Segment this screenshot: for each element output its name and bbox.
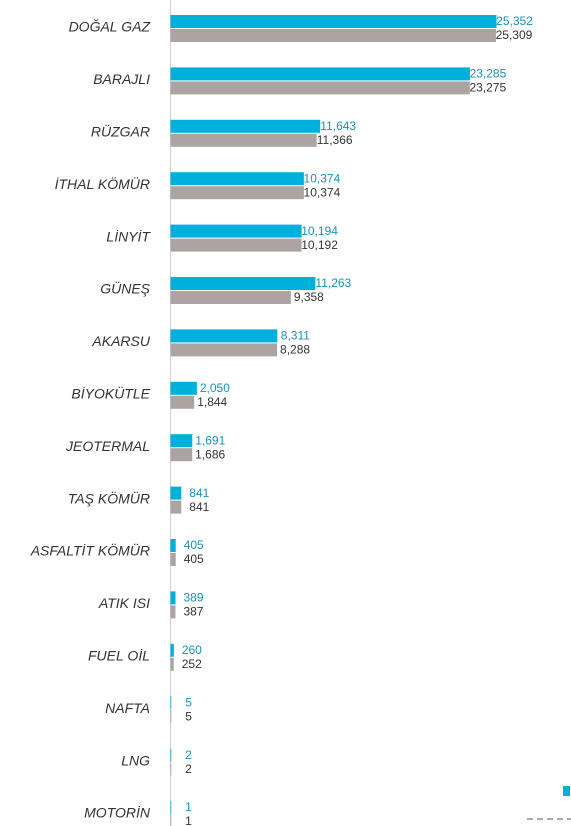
value-label: 1 <box>185 814 192 826</box>
bar <box>170 172 304 186</box>
value-label: 1 <box>185 800 192 814</box>
bar <box>170 224 302 238</box>
bar <box>170 133 317 147</box>
bar <box>170 81 470 95</box>
value-label: 389 <box>183 591 203 605</box>
bar <box>170 238 302 252</box>
value-label: 1,686 <box>195 447 225 461</box>
value-label: 11,366 <box>317 133 353 147</box>
bar <box>170 696 172 710</box>
bar <box>170 748 172 762</box>
bar <box>170 434 193 448</box>
value-label: 387 <box>183 605 203 619</box>
bar <box>170 381 197 395</box>
category-label: ASFALTİT KÖMÜR <box>30 542 150 559</box>
value-label: 405 <box>184 552 204 566</box>
category-label: BARAJLI <box>93 71 150 87</box>
value-label: 5 <box>185 695 192 709</box>
bar <box>170 762 172 776</box>
bar <box>170 815 172 826</box>
value-label: 841 <box>189 500 209 514</box>
value-label: 25,309 <box>496 28 533 42</box>
category-label: JEOTERMAL <box>65 438 150 454</box>
legend-fragment <box>563 786 570 796</box>
value-label: 11,263 <box>315 276 351 290</box>
value-label: 9,358 <box>294 290 324 304</box>
bar <box>170 67 470 81</box>
bar <box>170 329 278 343</box>
category-label: LİNYİT <box>106 228 151 244</box>
value-label: 2,050 <box>200 381 230 395</box>
bar <box>170 539 176 552</box>
bar <box>170 657 174 671</box>
value-label: 260 <box>182 643 202 657</box>
category-label: FUEL OİL <box>88 648 150 664</box>
value-label: 8,288 <box>280 343 310 357</box>
bar <box>170 553 176 566</box>
bar <box>170 343 278 357</box>
value-label: 25,352 <box>496 14 533 28</box>
category-label: BİYOKÜTLE <box>71 385 150 402</box>
value-label: 1,691 <box>195 433 225 447</box>
bar <box>170 486 182 500</box>
category-label: İTHAL KÖMÜR <box>55 175 150 192</box>
value-label: 8,311 <box>281 329 310 343</box>
category-label: LNG <box>121 752 150 768</box>
value-label: 23,275 <box>469 81 506 95</box>
bar <box>170 448 193 462</box>
bar <box>170 591 176 605</box>
value-label: 10,194 <box>301 224 338 238</box>
bar <box>170 186 304 200</box>
category-label: GÜNEŞ <box>100 280 150 297</box>
category-label: MOTORİN <box>84 805 151 821</box>
value-label: 405 <box>184 538 204 552</box>
bar <box>170 605 176 619</box>
category-label: ATIK ISI <box>98 595 150 611</box>
value-label: 10,192 <box>301 238 338 252</box>
bar <box>170 710 172 724</box>
bar <box>170 277 316 290</box>
bar <box>170 29 496 42</box>
value-label: 252 <box>182 657 202 671</box>
value-label: 5 <box>185 709 192 723</box>
bar <box>170 15 497 28</box>
category-label: AKARSU <box>91 333 150 349</box>
value-label: 10,374 <box>304 171 341 185</box>
value-label: 2 <box>185 762 192 776</box>
category-label: NAFTA <box>105 700 150 716</box>
bar <box>170 801 172 814</box>
value-label: 11,643 <box>320 119 356 133</box>
value-label: 1,844 <box>197 395 227 409</box>
bar <box>170 395 195 409</box>
category-label: DOĞAL GAZ <box>69 19 151 35</box>
value-label: 841 <box>189 486 209 500</box>
value-label: 23,285 <box>470 67 507 81</box>
value-label: 10,374 <box>304 185 341 199</box>
bar <box>170 119 321 133</box>
category-label: TAŞ KÖMÜR <box>68 489 150 506</box>
value-label: 2 <box>185 748 192 762</box>
bar <box>170 643 174 657</box>
category-label: RÜZGAR <box>91 123 150 140</box>
bar <box>170 291 291 304</box>
bar <box>170 500 182 514</box>
